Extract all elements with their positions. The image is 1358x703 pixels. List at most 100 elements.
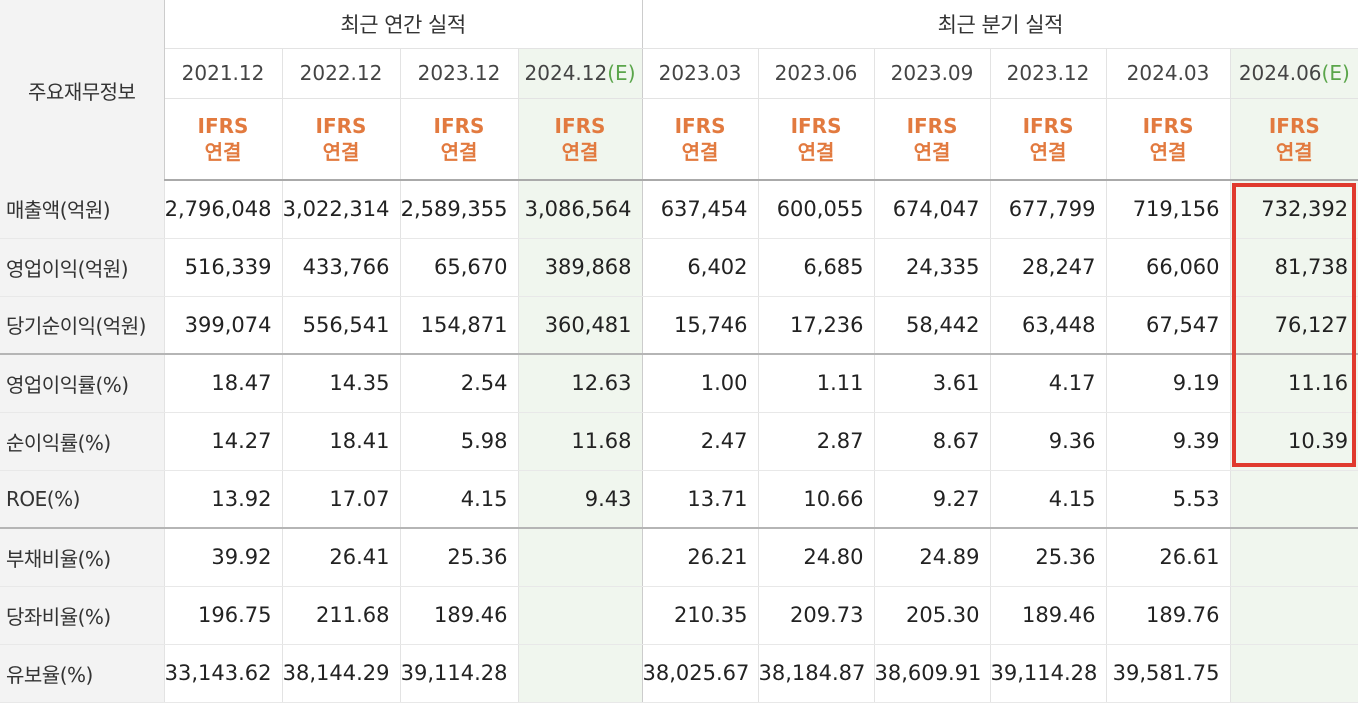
value-cell: 14.27 [163, 412, 282, 471]
corner-header: 주요재무정보 [0, 0, 165, 180]
value-cell: 209.73 [757, 586, 875, 645]
accounting-standard-line2: 연결 [797, 139, 835, 164]
accounting-standard: IFRS 연결 [1105, 98, 1231, 181]
accounting-standard-line1: IFRS [554, 113, 606, 138]
accounting-header-row: IFRS 연결 IFRS 연결 IFRS 연결 IFRS 연결 IFRS 연결 IFRS 연결 IFRS… [0, 98, 1358, 181]
value-cell: 5.53 [1105, 470, 1231, 529]
value-cell: 9.19 [1105, 354, 1231, 413]
value-cell [1229, 528, 1358, 587]
period-header: 2023.03 [641, 48, 759, 99]
value-cell: 33,143.62 [163, 644, 282, 703]
value-cell: 66,060 [1105, 238, 1231, 297]
value-cell: 4.15 [399, 470, 518, 529]
value-cell: 9.27 [873, 470, 991, 529]
period-label: 2024.06 [1238, 61, 1322, 85]
accounting-standard-line1: IFRS [790, 113, 842, 138]
accounting-standard-line2: 연결 [322, 139, 360, 164]
period-header: 2023.09 [873, 48, 991, 99]
accounting-standard-line1: IFRS [674, 113, 726, 138]
period-header: 2024.03 [1105, 48, 1231, 99]
accounting-standard-line2: 연결 [1029, 139, 1067, 164]
accounting-standard-line1: IFRS [1142, 113, 1194, 138]
value-cell [517, 586, 643, 645]
accounting-standard: IFRS 연결 [399, 98, 518, 181]
accounting-standard-line2: 연결 [1275, 139, 1313, 164]
value-cell: 11.68 [517, 412, 643, 471]
value-cell: 58,442 [873, 296, 991, 355]
period-header: 2022.12 [281, 48, 400, 99]
value-cell: 38,144.29 [281, 644, 400, 703]
value-cell: 39,114.28 [989, 644, 1107, 703]
value-cell: 389,868 [517, 238, 643, 297]
value-cell: 76,127 [1229, 296, 1358, 355]
value-cell: 3,086,564 [517, 180, 643, 239]
period-label: 2022.12 [299, 61, 383, 85]
estimate-marker: (E) [607, 61, 636, 85]
accounting-standard-line2: 연결 [204, 139, 242, 164]
accounting-standard-line1: IFRS [433, 113, 485, 138]
value-cell: 63,448 [989, 296, 1107, 355]
annual-group-header: 최근 연간 실적 [164, 0, 643, 49]
value-cell: 637,454 [641, 180, 759, 239]
accounting-standard: IFRS 연결 [517, 98, 643, 181]
estimate-marker: (E) [1321, 61, 1350, 85]
value-cell: 39,114.28 [399, 644, 518, 703]
value-cell: 4.15 [989, 470, 1107, 529]
table-row: 순이익률(%) 14.27 18.41 5.98 11.68 2.47 2.87 8.67 9.… [0, 412, 1358, 471]
period-header: 2023.06 [757, 48, 875, 99]
value-cell: 360,481 [517, 296, 643, 355]
value-cell: 18.47 [163, 354, 282, 413]
value-cell: 3,022,314 [281, 180, 400, 239]
value-cell: 9.43 [517, 470, 643, 529]
row-label: 부채비율(%) [0, 528, 164, 587]
accounting-standard-line2: 연결 [561, 139, 599, 164]
value-cell: 13.92 [163, 470, 282, 529]
value-cell: 3.61 [873, 354, 991, 413]
row-label: 당기순이익(억원) [0, 296, 164, 355]
value-cell: 28,247 [989, 238, 1107, 297]
value-cell: 26.41 [281, 528, 400, 587]
accounting-standard-line2: 연결 [913, 139, 951, 164]
value-cell: 2,589,355 [399, 180, 518, 239]
value-cell: 38,025.67 [641, 644, 759, 703]
value-cell: 38,184.87 [757, 644, 875, 703]
value-cell: 14.35 [281, 354, 400, 413]
period-label: 2023.09 [890, 61, 974, 85]
period-header: 2023.12 [399, 48, 518, 99]
accounting-standard: IFRS 연결 [1229, 98, 1358, 181]
value-cell [1229, 470, 1358, 529]
row-label: 순이익률(%) [0, 412, 164, 471]
value-cell: 38,609.91 [873, 644, 991, 703]
row-label: 매출액(억원) [0, 180, 164, 239]
period-label: 2023.06 [774, 61, 858, 85]
accounting-standard: IFRS 연결 [281, 98, 400, 181]
value-cell: 25.36 [399, 528, 518, 587]
period-label: 2024.12 [524, 61, 608, 85]
period-header: 2024.12(E) [517, 48, 643, 99]
value-cell [1229, 586, 1358, 645]
value-cell: 2,796,048 [163, 180, 282, 239]
value-cell: 8.67 [873, 412, 991, 471]
period-label: 2024.03 [1126, 61, 1210, 85]
value-cell: 433,766 [281, 238, 400, 297]
accounting-standard: IFRS 연결 [873, 98, 991, 181]
table-row: 매출액(억원) 2,796,048 3,022,314 2,589,355 3,086,… [0, 180, 1358, 239]
table-row: 당기순이익(억원) 399,074 556,541 154,871 360,481 15,… [0, 296, 1358, 355]
value-cell: 24.89 [873, 528, 991, 587]
period-header: 2024.06(E) [1229, 48, 1358, 99]
value-cell: 677,799 [989, 180, 1107, 239]
period-label: 2023.12 [1006, 61, 1090, 85]
accounting-standard-line2: 연결 [1149, 139, 1187, 164]
accounting-standard-line2: 연결 [440, 139, 478, 164]
row-label: 당좌비율(%) [0, 586, 164, 645]
financial-rows: 매출액(억원) 2,796,048 3,022,314 2,589,355 3,086,… [0, 180, 1358, 703]
accounting-standard-line1: IFRS [1268, 113, 1320, 138]
accounting-standard: IFRS 연결 [641, 98, 759, 181]
value-cell: 205.30 [873, 586, 991, 645]
period-header-row: 2021.12 2022.12 2023.12 2024.12(E) 2023.03 20… [0, 48, 1358, 99]
value-cell: 556,541 [281, 296, 400, 355]
value-cell: 26.21 [641, 528, 759, 587]
period-label: 2023.12 [417, 61, 501, 85]
value-cell: 81,738 [1229, 238, 1358, 297]
